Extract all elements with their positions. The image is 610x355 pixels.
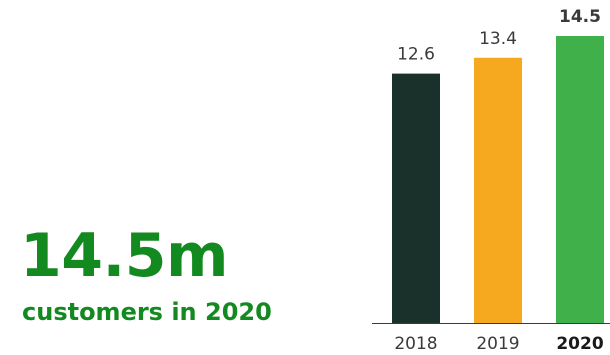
x-tick-label-2018: 2018 [394,334,437,354]
x-tick-label-2020: 2020 [556,334,603,354]
bar-2019 [474,57,522,324]
headline-value: 14.5m [20,221,229,291]
headline-caption: customers in 2020 [22,298,272,326]
bar-2020 [556,36,604,323]
x-tick-label-2019: 2019 [476,334,519,354]
bar-value-label-2020: 14.5 [559,7,601,27]
bar-value-label-2018: 12.6 [397,45,435,65]
bar-2018 [392,73,440,323]
bar-value-label-2019: 13.4 [479,29,517,49]
